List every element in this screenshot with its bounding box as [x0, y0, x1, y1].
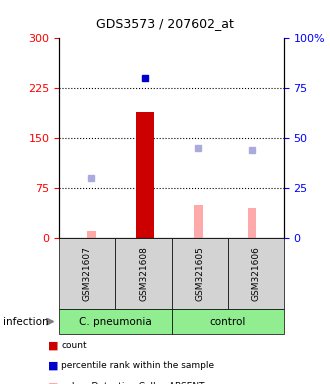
Text: GDS3573 / 207602_at: GDS3573 / 207602_at [96, 17, 234, 30]
Text: infection: infection [3, 316, 49, 327]
Text: count: count [61, 341, 87, 350]
Text: ■: ■ [48, 341, 58, 351]
Text: GSM321607: GSM321607 [83, 246, 92, 301]
Text: control: control [210, 316, 246, 327]
Text: value, Detection Call = ABSENT: value, Detection Call = ABSENT [61, 382, 205, 384]
Text: ■: ■ [48, 381, 58, 384]
Bar [87, 232, 96, 238]
Text: percentile rank within the sample: percentile rank within the sample [61, 361, 214, 371]
Text: ■: ■ [48, 361, 58, 371]
Text: GSM321608: GSM321608 [139, 246, 148, 301]
Bar [248, 208, 256, 238]
Text: GSM321606: GSM321606 [251, 246, 260, 301]
Bar [194, 205, 203, 238]
Text: C. pneumonia: C. pneumonia [79, 316, 152, 327]
Bar [136, 112, 154, 238]
Text: GSM321605: GSM321605 [195, 246, 204, 301]
